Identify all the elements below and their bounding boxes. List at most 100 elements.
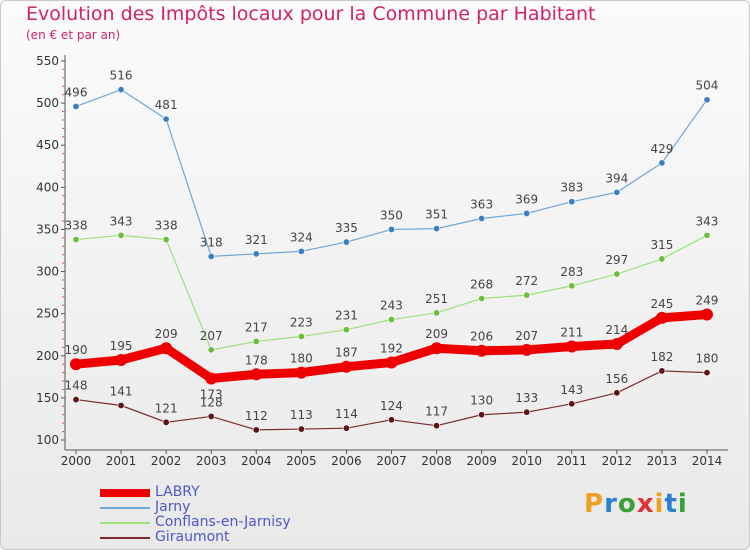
data-label: 190 xyxy=(65,343,88,357)
y-tick-label: 500 xyxy=(36,96,59,110)
data-label: 211 xyxy=(560,326,583,340)
data-point xyxy=(342,238,350,246)
data-point xyxy=(613,389,621,397)
data-point xyxy=(342,424,350,432)
legend-swatch xyxy=(100,507,150,509)
x-tick-label: 2002 xyxy=(151,454,182,468)
data-point xyxy=(568,400,576,408)
data-label: 206 xyxy=(470,330,493,344)
data-label: 180 xyxy=(696,352,719,366)
data-point xyxy=(655,311,668,324)
x-tick-label: 2006 xyxy=(331,454,362,468)
data-label: 231 xyxy=(335,309,358,323)
y-tick-label: 400 xyxy=(36,180,59,194)
data-point xyxy=(342,326,350,334)
data-point xyxy=(433,225,441,233)
data-label: 297 xyxy=(605,253,628,267)
chart-title: Evolution des Impôts locaux pour la Comm… xyxy=(26,3,596,25)
data-point xyxy=(72,102,80,110)
data-point xyxy=(115,353,128,366)
chart-subtitle: (en € et par an) xyxy=(26,28,121,42)
data-point xyxy=(207,346,215,354)
data-label: 141 xyxy=(110,384,133,398)
data-label: 481 xyxy=(155,98,178,112)
data-point xyxy=(385,356,398,369)
data-label: 350 xyxy=(380,208,403,222)
data-label: 249 xyxy=(696,294,719,308)
data-point xyxy=(117,231,125,239)
legend-swatch xyxy=(100,537,150,539)
data-label: 112 xyxy=(245,409,268,423)
data-label: 207 xyxy=(515,329,538,343)
x-tick-label: 2010 xyxy=(511,454,542,468)
x-tick-label: 2003 xyxy=(196,454,227,468)
y-tick-label: 350 xyxy=(36,222,59,236)
data-point xyxy=(430,342,443,355)
x-tick-label: 2000 xyxy=(61,454,92,468)
proxiti-logo: Proxiti xyxy=(584,489,688,519)
data-label: 128 xyxy=(200,395,223,409)
data-label: 315 xyxy=(650,238,673,252)
data-point xyxy=(207,252,215,260)
data-point xyxy=(658,255,666,263)
data-label: 338 xyxy=(65,219,88,233)
data-point xyxy=(565,340,578,353)
data-point xyxy=(433,422,441,430)
data-point xyxy=(70,358,82,371)
y-tick-label: 250 xyxy=(36,307,59,321)
data-label: 268 xyxy=(470,278,493,292)
data-point xyxy=(478,411,486,419)
data-point xyxy=(72,396,80,404)
data-label: 394 xyxy=(605,171,628,185)
data-label: 272 xyxy=(515,274,538,288)
data-point xyxy=(162,236,170,244)
data-point xyxy=(297,332,305,340)
y-tick-label: 200 xyxy=(36,349,59,363)
data-point xyxy=(703,369,711,377)
y-tick-label: 550 xyxy=(36,54,59,68)
data-point xyxy=(703,231,711,239)
data-point xyxy=(297,425,305,433)
data-label: 173 xyxy=(200,388,223,402)
data-point xyxy=(160,342,173,355)
data-label: 504 xyxy=(696,79,719,93)
legend-label: Jarny xyxy=(155,499,191,515)
data-point xyxy=(478,295,486,303)
x-tick-label: 2008 xyxy=(421,454,452,468)
data-point xyxy=(613,188,621,196)
data-label: 369 xyxy=(515,192,538,206)
data-label: 217 xyxy=(245,320,268,334)
data-point xyxy=(207,412,215,420)
data-label: 335 xyxy=(335,221,358,235)
x-tick-label: 2011 xyxy=(556,454,587,468)
data-label: 214 xyxy=(605,323,628,337)
data-label: 496 xyxy=(65,85,88,99)
data-point xyxy=(613,270,621,278)
data-point xyxy=(433,309,441,317)
data-point xyxy=(658,367,666,375)
data-label: 351 xyxy=(425,208,448,222)
data-label: 124 xyxy=(380,399,403,413)
data-point xyxy=(387,316,395,324)
data-label: 321 xyxy=(245,233,268,247)
data-label: 148 xyxy=(65,379,88,393)
data-label: 324 xyxy=(290,230,313,244)
data-point xyxy=(523,209,531,217)
y-tick-label: 450 xyxy=(36,138,59,152)
data-label: 343 xyxy=(696,214,719,228)
legend-label: LABRY xyxy=(155,484,200,500)
data-point xyxy=(610,337,623,350)
data-point xyxy=(295,366,308,379)
data-label: 192 xyxy=(380,342,403,356)
x-tick-label: 2007 xyxy=(376,454,407,468)
data-point xyxy=(162,115,170,123)
y-tick-label: 100 xyxy=(36,433,59,447)
y-tick-label: 150 xyxy=(36,391,59,405)
legend-label: Conflans-en-Jarnisy xyxy=(155,514,291,530)
legend-swatch xyxy=(100,489,150,497)
data-point xyxy=(205,372,218,385)
x-tick-label: 2013 xyxy=(647,454,678,468)
data-label: 363 xyxy=(470,197,493,211)
data-point xyxy=(387,225,395,233)
